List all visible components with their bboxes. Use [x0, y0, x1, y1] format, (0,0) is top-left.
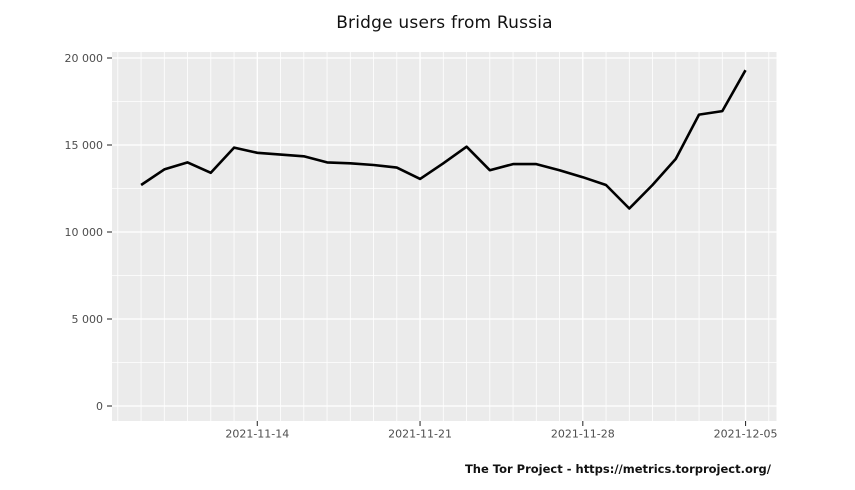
x-axis-label: 2021-11-28	[551, 428, 615, 441]
x-axis-label: 2021-11-14	[225, 428, 289, 441]
y-axis-label: 15 000	[65, 139, 104, 152]
y-axis-label: 0	[96, 400, 103, 413]
attribution-text: The Tor Project - https://metrics.torpro…	[464, 462, 771, 476]
x-axis-label: 2021-11-21	[388, 428, 452, 441]
chart-title: Bridge users from Russia	[336, 13, 553, 33]
data-line	[140, 69, 747, 210]
grid-minor	[112, 52, 777, 421]
y-axis-label: 10 000	[65, 226, 104, 239]
axis-ticks	[107, 57, 747, 426]
grid-major	[112, 52, 777, 421]
plot-panel	[112, 52, 777, 421]
y-axis-label: 20 000	[65, 52, 104, 65]
x-axis-label: 2021-12-05	[714, 428, 778, 441]
y-axis-label: 5 000	[72, 313, 104, 326]
y-axis-labels: 0 5 000 10 000 15 000 20 000	[65, 52, 104, 413]
x-axis-labels: 2021-11-14 2021-11-21 2021-11-28 2021-12-05	[225, 428, 777, 441]
